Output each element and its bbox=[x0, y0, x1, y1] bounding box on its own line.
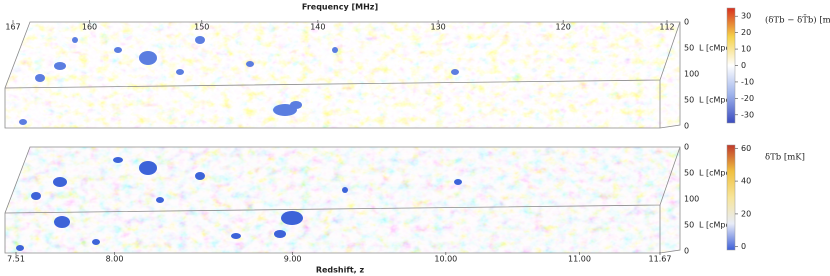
colorbar-tick-label: 0 bbox=[741, 242, 746, 251]
colorbar bbox=[726, 7, 736, 124]
l-tick-label: 0 bbox=[684, 247, 689, 256]
colorbar-tick-label: -20 bbox=[741, 94, 754, 103]
bottom-tick-label: 8.00 bbox=[106, 255, 124, 264]
l-tick-label: 0 bbox=[684, 18, 689, 27]
colorbar-tick-label: 20 bbox=[741, 209, 751, 218]
bottom-tick-label: 10.00 bbox=[434, 255, 457, 264]
l-tick-label: 0 bbox=[684, 143, 689, 152]
l-tick-label: 50 bbox=[684, 221, 694, 230]
field-texture bbox=[5, 147, 680, 253]
l-tick-label: 50 bbox=[684, 169, 694, 178]
bottom-axis-title: Redshift, z bbox=[316, 266, 365, 275]
colorbar-label: δTb [mK] bbox=[765, 153, 805, 163]
colorbar-tick-label: 20 bbox=[741, 28, 751, 37]
top-tick-label: 167 bbox=[5, 23, 20, 32]
bottom-tick-label: 7.51 bbox=[7, 255, 25, 264]
top-tick-label: 120 bbox=[556, 23, 571, 32]
top-tick-label: 140 bbox=[310, 23, 325, 32]
colorbar-label: (δTb − δT̄b) [mK] bbox=[765, 14, 830, 26]
colorbar-tick-label: -10 bbox=[741, 77, 754, 86]
colorbar-tick-label: 60 bbox=[741, 144, 751, 153]
colorbar-tick-label: 10 bbox=[741, 45, 751, 54]
l-axis-label: L [cMpc] bbox=[699, 96, 733, 105]
top-tick-label: 112 bbox=[659, 23, 674, 32]
l-axis-label: L [cMpc] bbox=[699, 169, 733, 178]
ionized-regions bbox=[19, 36, 459, 125]
l-tick-label: 50 bbox=[684, 96, 694, 105]
lightcone-bottom bbox=[4, 146, 681, 254]
bottom-tick-label: 9.00 bbox=[284, 255, 302, 264]
bottom-tick-label: 11.67 bbox=[649, 255, 672, 264]
lightcone-top bbox=[4, 21, 681, 129]
ionized-regions bbox=[16, 157, 462, 251]
colorbar-tick-label: 30 bbox=[741, 12, 751, 21]
l-tick-label: 100 bbox=[684, 70, 699, 79]
top-tick-label: 130 bbox=[431, 23, 446, 32]
l-tick-label: 100 bbox=[684, 195, 699, 204]
bottom-tick-label: 11.00 bbox=[568, 255, 591, 264]
l-axis-label: L [cMpc] bbox=[699, 44, 733, 53]
colorbar-tick-label: -30 bbox=[741, 110, 754, 119]
l-tick-label: 0 bbox=[684, 122, 689, 131]
colorbar-tick-label: 0 bbox=[741, 61, 746, 70]
colorbar bbox=[726, 144, 736, 251]
l-tick-label: 50 bbox=[684, 44, 694, 53]
l-axis-label: L [cMpc] bbox=[699, 221, 733, 230]
colorbar-tick-label: 40 bbox=[741, 177, 751, 186]
top-axis-title: Frequency [MHz] bbox=[302, 3, 378, 12]
top-tick-label: 150 bbox=[194, 23, 209, 32]
field-texture bbox=[5, 22, 680, 128]
top-tick-label: 160 bbox=[82, 23, 97, 32]
